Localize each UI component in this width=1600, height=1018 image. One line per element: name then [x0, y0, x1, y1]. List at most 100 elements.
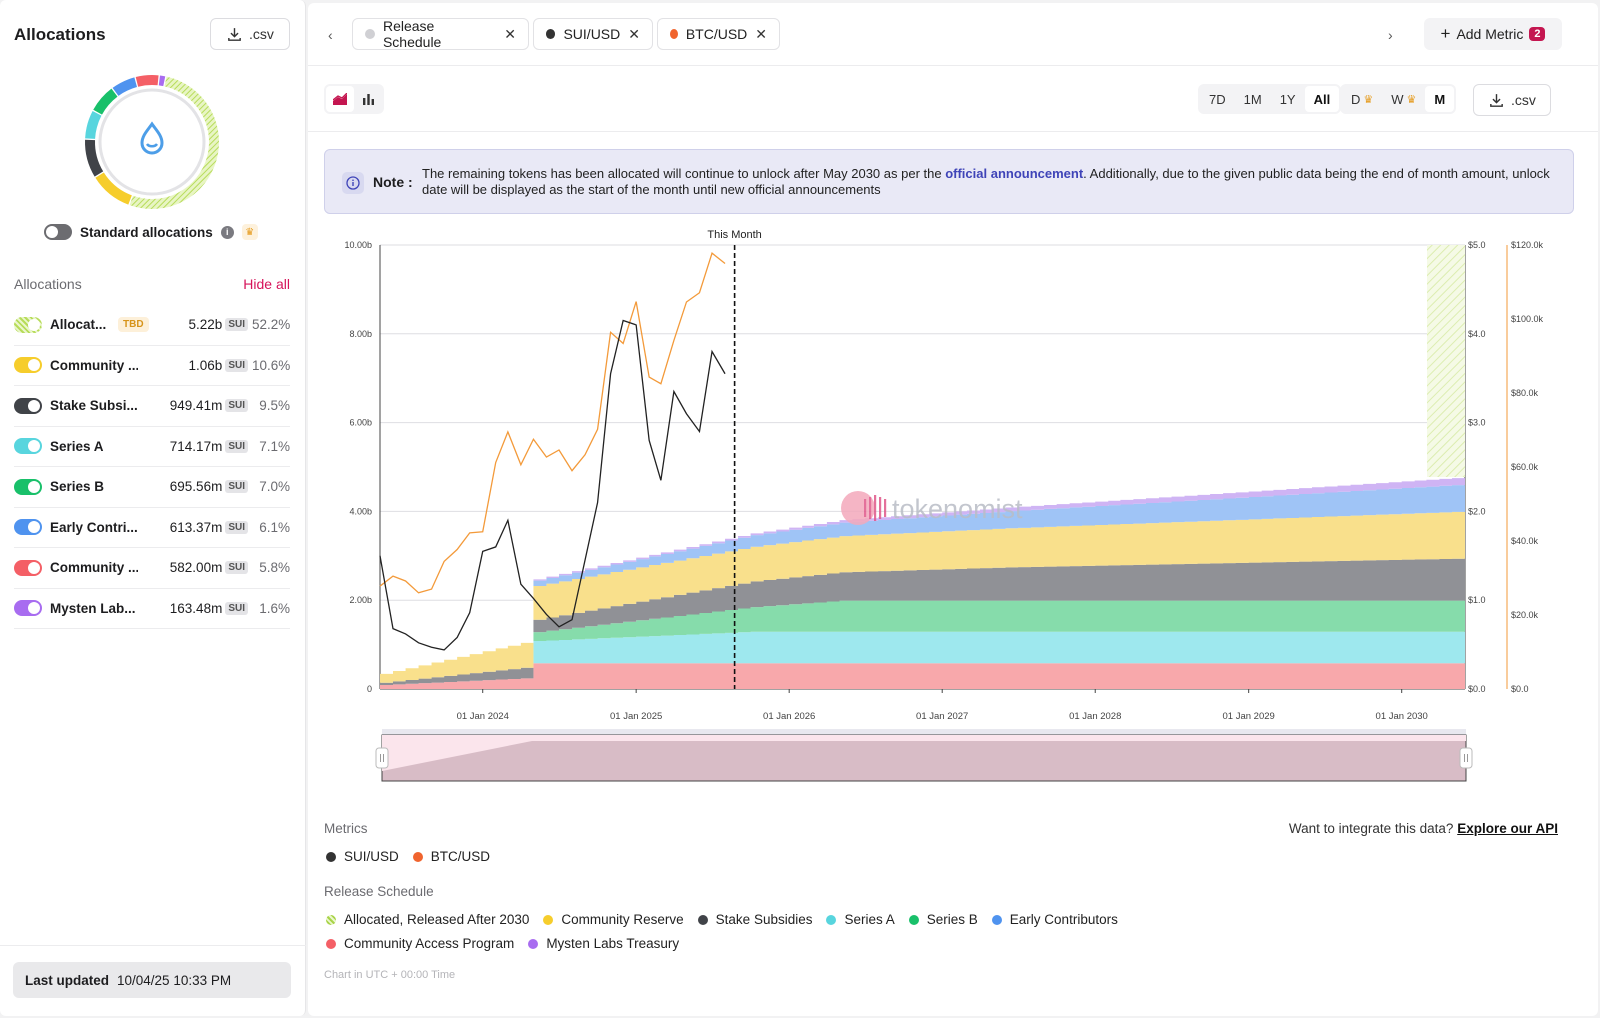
stack-area-series[interactable]	[380, 663, 1465, 689]
allocation-toggle[interactable]	[14, 438, 42, 455]
allocation-amount: 163.48m	[169, 600, 223, 616]
allocation-name: Stake Subsi...	[50, 398, 138, 414]
legend-item[interactable]: BTC/USD	[412, 849, 490, 864]
legend-item[interactable]: Mysten Labs Treasury	[528, 936, 679, 951]
x-tick-label: 01 Jan 2027	[916, 711, 968, 722]
navigator-handle-left[interactable]	[375, 747, 389, 769]
legend-dot-icon	[528, 938, 539, 949]
allocation-toggle[interactable]	[14, 357, 42, 374]
token-unit-badge: SUI	[225, 399, 248, 413]
range-option[interactable]: 1M	[1243, 91, 1262, 107]
donut-segment[interactable]	[129, 76, 219, 209]
allocation-toggle[interactable]	[14, 519, 42, 536]
standard-allocations-toggle[interactable]	[44, 224, 72, 240]
y-btc-tick-label: $20.0k	[1511, 610, 1539, 620]
legend-item[interactable]: Community Access Program	[326, 936, 514, 951]
allocation-toggle[interactable]	[14, 478, 42, 495]
donut-segment[interactable]	[112, 77, 138, 97]
chevron-right-icon[interactable]: ›	[1388, 27, 1393, 43]
range-option[interactable]: 7D	[1209, 91, 1226, 107]
allocation-toggle[interactable]	[14, 600, 42, 617]
watermark-text: tokenomist	[892, 494, 1023, 524]
stack-area-series[interactable]	[380, 558, 1465, 686]
add-metric-button[interactable]: + Add Metric 2	[1424, 18, 1562, 50]
interval-option[interactable]: D ♛	[1342, 86, 1382, 112]
legend-item[interactable]: SUI/USD	[326, 849, 399, 864]
navigator-handle-right[interactable]	[1459, 747, 1473, 769]
legend-label: Mysten Labs Treasury	[546, 936, 680, 951]
left-csv-button[interactable]: .csv	[210, 18, 290, 50]
metric-tab[interactable]: Release Schedule ✕	[352, 18, 529, 50]
chart-type-switch	[324, 84, 384, 114]
api-promo: Want to integrate this data? Explore our…	[1289, 821, 1558, 836]
divider	[0, 945, 306, 946]
legend-item[interactable]: Community Reserve	[543, 912, 684, 927]
legend-label: Community Access Program	[344, 936, 515, 951]
legend-item[interactable]: Series A	[826, 912, 895, 927]
range-option[interactable]: 1Y	[1279, 91, 1296, 107]
left-csv-label: .csv	[249, 26, 274, 42]
allocation-toggle[interactable]	[14, 316, 42, 333]
y-price-tick-label: $2.0	[1468, 506, 1486, 516]
allocation-toggle[interactable]	[14, 397, 42, 414]
donut-segment[interactable]	[135, 75, 159, 87]
interval-option[interactable]: M	[1425, 86, 1455, 112]
close-icon[interactable]: ✕	[755, 25, 767, 42]
y-btc-tick-label: $40.0k	[1511, 536, 1539, 546]
chart-csv-button[interactable]: .csv	[1473, 84, 1551, 116]
allocation-row: Series A 714.17m SUI 7.1%	[14, 427, 290, 467]
note-text: The remaining tokens has been allocated …	[422, 166, 1552, 198]
allocation-toggle[interactable]	[14, 559, 42, 576]
range-navigator[interactable]	[381, 734, 1467, 782]
legend-item[interactable]: Stake Subsidies	[697, 912, 812, 927]
metric-tabs-bar: ‹ Release Schedule ✕ SUI/USD ✕ BTC/USD ✕ › + …	[308, 3, 1598, 66]
hide-all-button[interactable]: Hide all	[243, 276, 290, 292]
legend-dot-icon	[826, 914, 837, 925]
standard-allocations-label: Standard allocations	[80, 224, 213, 240]
legend-item[interactable]: Early Contributors	[991, 912, 1118, 927]
metric-tab[interactable]: BTC/USD ✕	[657, 18, 780, 50]
close-icon[interactable]: ✕	[504, 25, 516, 42]
interval-label: D	[1351, 91, 1361, 107]
tab-color-dot	[365, 29, 375, 39]
legend-item[interactable]: Series B	[908, 912, 978, 927]
area-chart-button[interactable]	[326, 86, 354, 112]
interval-option[interactable]: W ♛	[1382, 86, 1425, 112]
release-schedule-title: Release Schedule	[324, 884, 434, 899]
bar-chart-button[interactable]	[354, 86, 382, 112]
last-updated: Last updated 10/04/25 10:33 PM	[13, 962, 291, 998]
explore-api-link[interactable]: Explore our API	[1457, 821, 1558, 836]
download-icon	[228, 27, 241, 41]
donut-segment[interactable]	[95, 172, 133, 205]
navigator-scrollbar[interactable]	[382, 729, 1466, 735]
sui-usd-line[interactable]	[379, 319, 726, 651]
watermark: tokenomist	[841, 491, 1023, 525]
metric-tab[interactable]: SUI/USD ✕	[533, 18, 653, 50]
btc-usd-line[interactable]	[379, 252, 726, 594]
allocation-name: Mysten Lab...	[50, 600, 136, 616]
stack-area-series[interactable]	[380, 631, 1465, 686]
release-schedule-chart[interactable]: 0 2.00b 4.00b 6.00b 8.00b 10.00b $0.0 $1.0 $2.0 $…	[308, 223, 1598, 803]
legend-label: Early Contributors	[1009, 912, 1118, 927]
stack-area-series[interactable]	[380, 484, 1465, 674]
chevron-left-icon[interactable]: ‹	[328, 27, 333, 43]
stack-area-series[interactable]	[380, 600, 1465, 686]
allocation-percent: 7.1%	[259, 438, 290, 454]
close-icon[interactable]: ✕	[628, 25, 640, 42]
allocation-percent: 9.5%	[259, 398, 290, 414]
add-metric-label: Add Metric	[1456, 26, 1524, 42]
stack-area-series[interactable]	[380, 477, 1465, 674]
y-left-tick-label: 8.00b	[349, 329, 372, 339]
donut-segment[interactable]	[93, 88, 118, 115]
info-icon[interactable]: i	[220, 225, 234, 239]
range-option[interactable]: All	[1304, 86, 1340, 112]
metrics-legend: SUI/USD BTC/USD	[326, 849, 490, 864]
stack-area-series[interactable]	[380, 511, 1465, 683]
donut-segment[interactable]	[158, 75, 166, 87]
legend-item[interactable]: Allocated, Released After 2030	[326, 912, 529, 927]
donut-segment[interactable]	[85, 139, 104, 177]
donut-segment[interactable]	[85, 111, 102, 140]
y-left-tick-label: 10.00b	[344, 240, 372, 250]
allocations-header: Allocations Hide all	[14, 276, 290, 292]
official-announcement-link[interactable]: official announcement	[945, 166, 1084, 181]
